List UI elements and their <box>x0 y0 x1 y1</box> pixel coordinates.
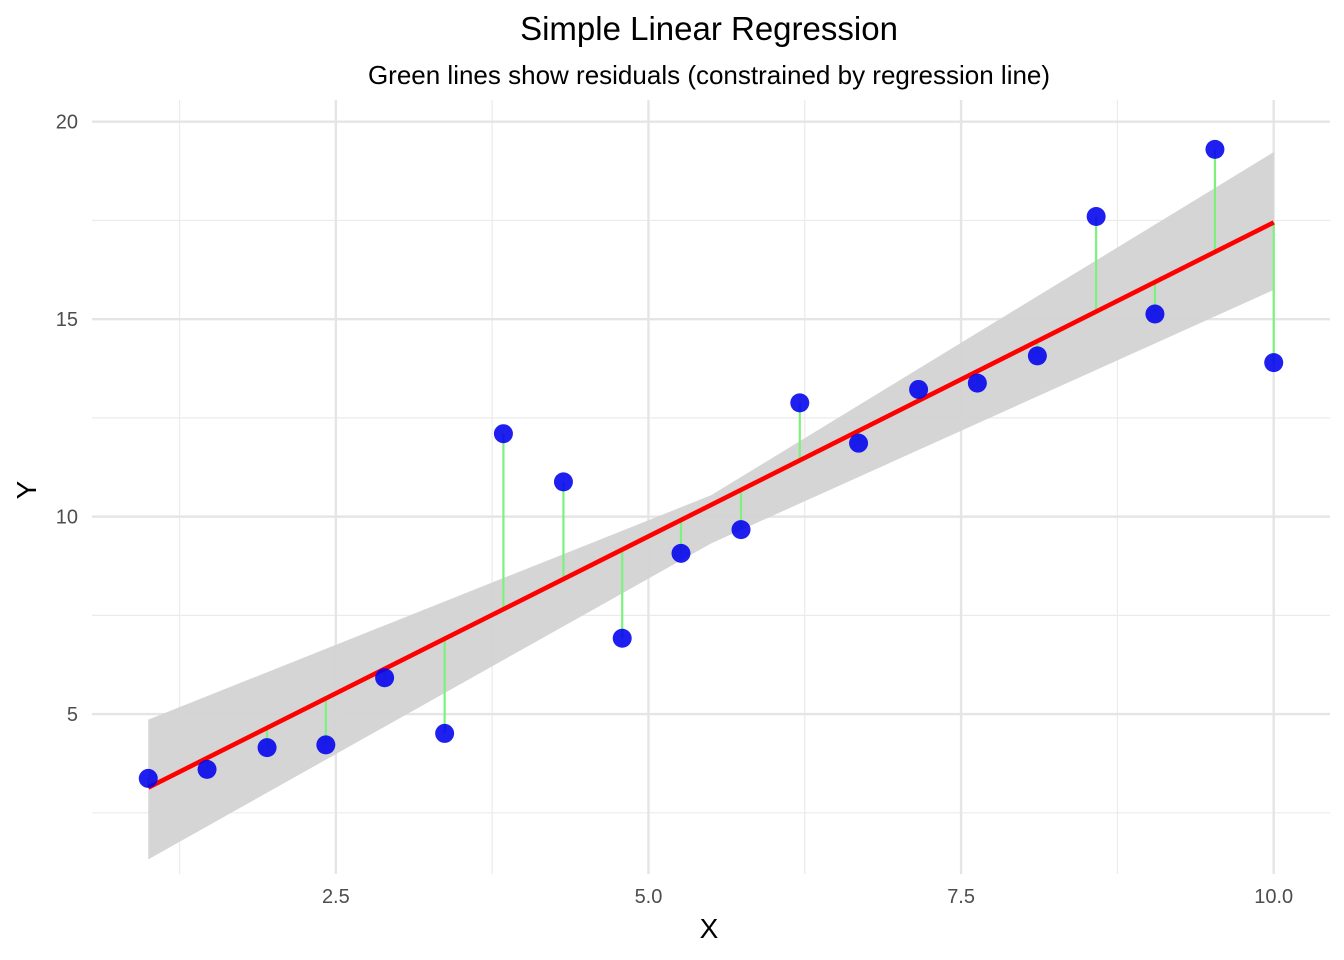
data-point <box>1205 139 1225 159</box>
data-point <box>731 520 751 540</box>
y-tick-label: 15 <box>56 309 78 331</box>
tick-labels: 2.5 5.0 7.5 10.0 5 10 15 20 <box>56 112 1293 908</box>
regression-line <box>147 220 1275 790</box>
x-tick-label: 7.5 <box>947 886 975 908</box>
data-point <box>553 472 573 492</box>
data-point <box>849 433 869 453</box>
data-point <box>671 543 691 563</box>
data-point <box>138 768 158 788</box>
data-points <box>138 139 1284 788</box>
data-point <box>790 393 810 413</box>
data-point <box>375 668 395 688</box>
data-point <box>257 738 277 758</box>
data-point <box>967 373 987 393</box>
data-point <box>316 735 336 755</box>
x-tick-label: 2.5 <box>322 886 350 908</box>
y-axis-title: Y <box>11 480 42 499</box>
chart-subtitle: Green lines show residuals (constrained … <box>368 60 1050 90</box>
data-point <box>612 628 632 648</box>
data-point <box>1086 206 1106 226</box>
x-tick-label: 10.0 <box>1254 886 1293 908</box>
regression-line-group <box>147 220 1275 790</box>
x-tick-label: 5.0 <box>635 886 663 908</box>
data-point <box>493 424 513 444</box>
y-tick-label: 20 <box>56 112 78 134</box>
x-axis-title: X <box>700 913 719 944</box>
data-point <box>1145 304 1165 324</box>
data-point <box>1027 346 1047 366</box>
chart-title: Simple Linear Regression <box>520 10 898 47</box>
data-point <box>909 379 929 399</box>
data-point <box>1264 353 1284 373</box>
data-point <box>435 723 455 743</box>
data-point <box>197 759 217 779</box>
y-tick-label: 10 <box>56 507 78 529</box>
y-tick-label: 5 <box>67 704 78 726</box>
